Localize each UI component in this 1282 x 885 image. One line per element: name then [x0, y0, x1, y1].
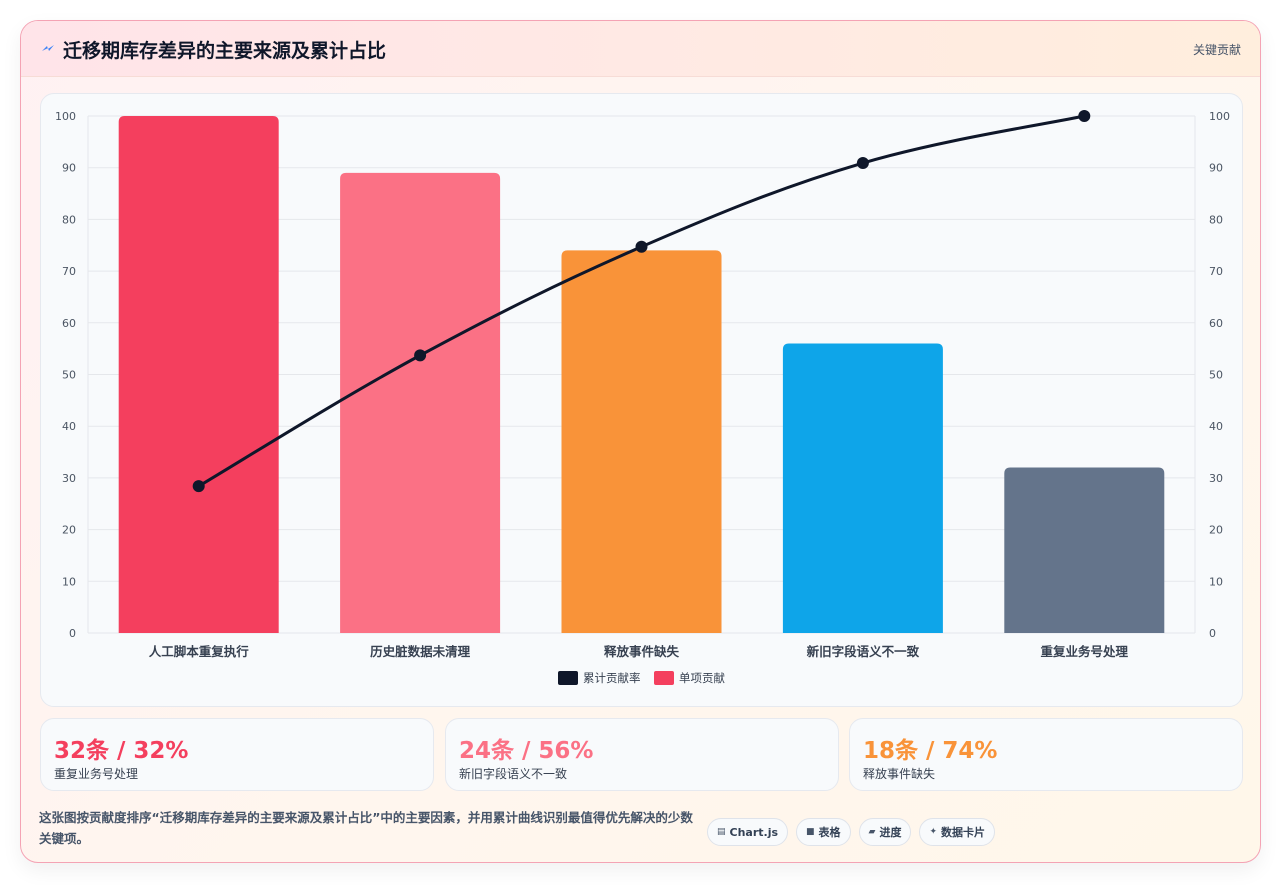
tag-label: Chart.js	[729, 825, 779, 839]
y2-tick-label: 50	[1209, 369, 1223, 382]
cumulative-point	[1078, 110, 1091, 122]
y-tick-label: 40	[62, 420, 76, 433]
bar	[782, 343, 943, 633]
y2-tick-label: 0	[1209, 627, 1216, 640]
bolt-icon	[42, 45, 54, 51]
y2-tick-label: 60	[1209, 317, 1223, 330]
progress-icon: ▰	[868, 827, 876, 837]
y2-tick-label: 70	[1209, 265, 1223, 278]
y-tick-label: 20	[62, 524, 76, 537]
cumulative-point	[192, 480, 205, 493]
stat-card-3: 18条 / 74% 释放事件缺失	[849, 718, 1243, 791]
x-tick-label: 人工脚本重复执行	[149, 644, 250, 659]
y2-tick-label: 30	[1209, 472, 1223, 485]
y2-tick-label: 10	[1209, 575, 1223, 588]
card-header: 迁移期库存差异的主要来源及累计占比 关键贡献	[21, 21, 1260, 77]
x-tick-label: 历史脏数据未清理	[370, 644, 471, 659]
table-icon: ■	[806, 827, 815, 837]
y-tick-label: 60	[62, 317, 76, 330]
y2-tick-label: 100	[1209, 110, 1230, 123]
stat-card-1: 32条 / 32% 重复业务号处理	[40, 718, 434, 791]
y-tick-label: 10	[62, 575, 76, 588]
cumulative-point	[414, 349, 427, 362]
tag-data-card[interactable]: ✦ 数据卡片	[919, 818, 996, 846]
y2-tick-label: 40	[1209, 420, 1223, 433]
stat-card-2: 24条 / 56% 新旧字段语义不一致	[445, 718, 839, 791]
x-tick-label: 释放事件缺失	[604, 644, 680, 659]
bar	[561, 250, 722, 634]
tag-table[interactable]: ■ 表格	[796, 818, 851, 846]
stat-label: 新旧字段语义不一致	[459, 767, 568, 781]
tag-chartjs[interactable]: ▤ Chart.js	[707, 818, 789, 846]
cumulative-point	[856, 157, 869, 170]
chart-panel: 0 0 10 10 20 20 30 30 40 40 50 50 60 60 70 70 80 80 90 90 10…	[40, 93, 1243, 707]
y-tick-label: 90	[62, 162, 76, 175]
stat-value: 18条 / 74%	[863, 738, 998, 764]
tag-label: 进度	[879, 826, 902, 839]
chart-title: 迁移期库存差异的主要来源及累计占比	[63, 40, 387, 62]
y-tick-label: 70	[62, 265, 76, 278]
cumulative-point	[635, 240, 648, 253]
tag-progress[interactable]: ▰ 进度	[858, 818, 912, 846]
y-tick-label: 80	[62, 213, 76, 226]
pareto-chart: 0 0 10 10 20 20 30 30 40 40 50 50 60 60 70 70 80 80 90 90 10…	[55, 110, 1230, 685]
tag-label: 表格	[818, 826, 841, 839]
y-tick-label: 30	[62, 472, 76, 485]
x-tick-label: 新旧字段语义不一致	[807, 644, 920, 659]
tag-list: ▤ Chart.js ■ 表格 ▰ 进度 ✦ 数据卡片	[707, 818, 996, 846]
legend-swatch	[654, 671, 674, 685]
y2-tick-label: 80	[1209, 213, 1223, 226]
y2-tick-label: 20	[1209, 524, 1223, 537]
chart-icon: ▤	[717, 827, 726, 837]
stat-label: 重复业务号处理	[54, 767, 139, 781]
bar	[340, 172, 501, 633]
legend-label: 累计贡献率	[583, 671, 641, 685]
x-tick-label: 重复业务号处理	[1041, 644, 1129, 659]
y-tick-label: 100	[55, 110, 76, 123]
stat-value: 24条 / 56%	[459, 738, 594, 764]
y-tick-label: 0	[69, 627, 76, 640]
y-tick-label: 50	[62, 369, 76, 382]
bar	[118, 116, 279, 633]
bar	[1004, 467, 1165, 633]
sparkle-icon: ✦	[929, 827, 938, 837]
tag-label: 数据卡片	[941, 826, 986, 839]
key-contribution-link[interactable]: 关键贡献	[1192, 43, 1241, 57]
chart-card: 迁移期库存差异的主要来源及累计占比 关键贡献 0 0 10 10 20 20 30 30 40 4…	[20, 20, 1261, 863]
legend-swatch	[558, 671, 578, 685]
stat-value: 32条 / 32%	[54, 738, 189, 764]
y2-tick-label: 90	[1209, 162, 1223, 175]
stat-label: 释放事件缺失	[863, 767, 936, 781]
legend-label: 单项贡献	[679, 671, 725, 685]
chart-description: 这张图按贡献度排序“迁移期库存差异的主要来源及累计占比”中的主要因素，并用累计曲…	[39, 810, 693, 846]
